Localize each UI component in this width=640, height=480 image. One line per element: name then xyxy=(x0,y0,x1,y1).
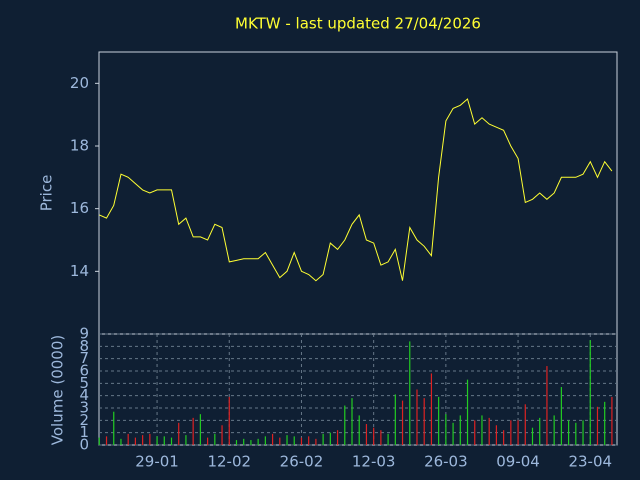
volume-bar xyxy=(120,438,122,445)
volume-bar xyxy=(539,417,541,445)
volume-bar xyxy=(546,366,548,445)
volume-bar xyxy=(409,341,411,445)
volume-bar xyxy=(142,435,144,445)
volume-bar xyxy=(459,415,461,445)
volume-bar xyxy=(568,420,570,445)
volume-bar xyxy=(510,420,512,445)
x-tick-label: 23-04 xyxy=(568,453,612,471)
volume-bar xyxy=(207,437,209,445)
volume-bar xyxy=(394,394,396,445)
volume-bar xyxy=(481,415,483,445)
volume-bar xyxy=(228,396,230,445)
chart-title: MKTW - last updated 27/04/2026 xyxy=(235,15,481,33)
volume-bar xyxy=(250,440,252,445)
volume-bar xyxy=(149,433,151,445)
volume-bar xyxy=(293,436,295,445)
volume-bar xyxy=(163,436,165,445)
y-tick-label: 14 xyxy=(70,262,89,280)
volume-bar xyxy=(329,432,331,445)
y-tick-label: 16 xyxy=(70,199,89,217)
volume-bar xyxy=(401,400,404,445)
volume-bar xyxy=(503,430,505,445)
volume-bar xyxy=(127,433,129,445)
volume-bar xyxy=(452,422,454,445)
x-tick-label: 12-03 xyxy=(352,453,396,471)
volume-bar xyxy=(199,414,201,445)
volume-bar xyxy=(185,435,187,445)
volume-bar xyxy=(134,437,136,445)
volume-bar xyxy=(531,427,534,445)
volume-bar xyxy=(271,433,274,445)
volume-bar xyxy=(170,437,173,445)
y-tick-label: 4 xyxy=(79,386,89,404)
volume-bar xyxy=(365,424,368,445)
volume-bar xyxy=(438,396,440,445)
volume-bar xyxy=(156,436,158,445)
y-tick-label: 8 xyxy=(79,337,89,355)
volume-bar xyxy=(235,440,238,445)
y-tick-label: 6 xyxy=(79,362,89,380)
y-tick-label: 20 xyxy=(70,74,89,92)
volume-bar xyxy=(575,422,577,445)
volume-bar xyxy=(243,438,245,445)
volume-bar xyxy=(553,415,555,445)
y-axis-label: Price xyxy=(38,175,56,212)
volume-bar xyxy=(380,430,382,445)
volume-bar xyxy=(466,379,469,445)
y-tick-label: 1 xyxy=(79,423,89,441)
volume-bar xyxy=(98,437,100,445)
y-tick-label: 7 xyxy=(79,349,89,367)
price-line xyxy=(99,98,613,282)
volume-bar xyxy=(286,435,288,445)
volume-bar xyxy=(495,425,497,445)
volume-bar xyxy=(517,420,519,445)
y-tick-label: 2 xyxy=(79,411,89,429)
y-tick-label: 5 xyxy=(79,374,89,392)
volume-bar xyxy=(336,430,339,445)
volume-bar xyxy=(221,425,223,445)
volume-bar xyxy=(474,420,476,445)
volume-bar xyxy=(373,427,375,445)
volume-bar xyxy=(582,420,584,445)
volume-bar xyxy=(279,437,281,445)
volume-bar xyxy=(589,340,591,445)
volume-bar xyxy=(214,433,216,445)
volume-bar xyxy=(113,411,115,445)
volume-bar xyxy=(423,398,425,445)
volume-bar xyxy=(178,422,180,445)
y-tick-label: 3 xyxy=(79,399,89,417)
volume-bar xyxy=(322,433,324,445)
volume-bar xyxy=(604,401,606,445)
volume-bar xyxy=(257,438,259,445)
volume-bar xyxy=(524,404,526,445)
volume-bar xyxy=(264,436,266,445)
y-tick-label: 9 xyxy=(79,325,89,343)
volume-bar xyxy=(488,417,490,445)
x-tick-label: 12-02 xyxy=(207,453,251,471)
y-tick-label: 0 xyxy=(79,436,89,454)
volume-bar xyxy=(445,414,447,445)
x-tick-label: 26-03 xyxy=(424,453,468,471)
volume-bar xyxy=(105,436,108,445)
volume-bar xyxy=(315,438,317,445)
volume-bar xyxy=(430,373,433,445)
volume-bar xyxy=(351,398,353,445)
volume-bar xyxy=(344,405,346,445)
x-tick-label: 09-04 xyxy=(496,453,540,471)
volume-bar xyxy=(300,437,303,445)
x-tick-label: 26-02 xyxy=(280,453,324,471)
volume-bar xyxy=(416,389,418,445)
y-axis-label: Volume (0000) xyxy=(49,335,67,445)
volume-bar xyxy=(192,417,194,445)
y-tick-label: 18 xyxy=(70,137,89,155)
volume-bar xyxy=(611,396,613,445)
x-tick-label: 29-01 xyxy=(135,453,179,471)
volume-bar xyxy=(308,436,310,445)
volume-bar xyxy=(358,415,360,445)
volume-bar xyxy=(560,387,562,445)
volume-bar xyxy=(596,406,599,445)
volume-bar xyxy=(387,433,389,445)
